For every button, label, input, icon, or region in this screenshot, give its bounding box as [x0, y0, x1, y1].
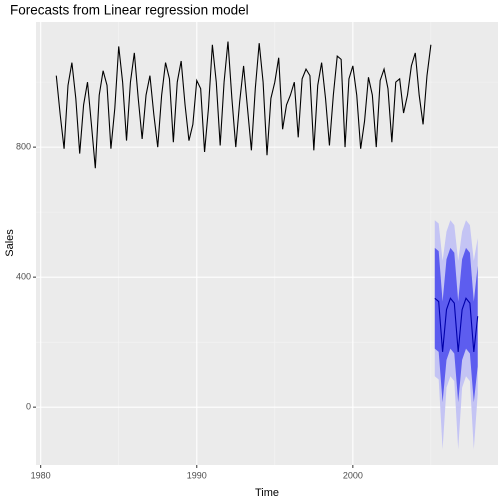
y-axis-label: Sales [4, 229, 16, 257]
x-tick-label: 1990 [187, 470, 207, 480]
y-tick-label: 400 [16, 272, 31, 282]
x-tick-label: 1980 [31, 470, 51, 480]
y-tick-label: 0 [26, 402, 31, 412]
chart-title: Forecasts from Linear regression model [10, 3, 249, 18]
x-tick-label: 2000 [343, 470, 363, 480]
x-axis-label: Time [255, 487, 279, 499]
plot-panel [36, 22, 498, 465]
history-line [55, 41, 432, 169]
forecast-line [434, 297, 479, 352]
y-tick-label: 800 [16, 142, 31, 152]
